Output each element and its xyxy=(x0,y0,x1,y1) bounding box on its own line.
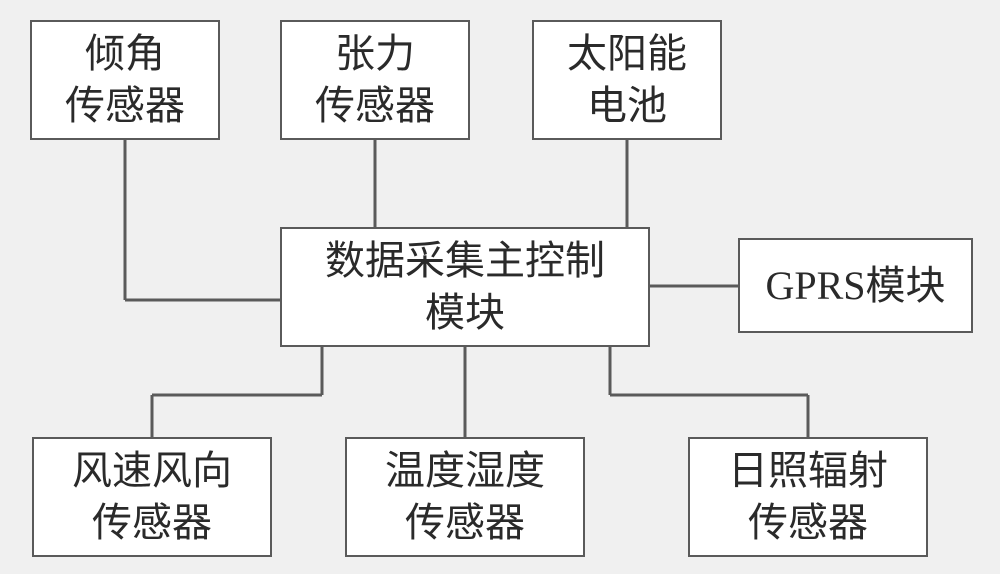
diagram-canvas: 倾角 传感器 张力 传感器 太阳能 电池 数据采集主控制 模块 GPRS模块 风… xyxy=(0,0,1000,574)
node-label: 张力 传感器 xyxy=(315,28,435,132)
node-sun-radiation-sensor: 日照辐射 传感器 xyxy=(688,437,928,557)
node-label: 数据采集主控制 模块 xyxy=(325,235,605,339)
node-tilt-sensor: 倾角 传感器 xyxy=(30,20,220,140)
node-gprs-module: GPRS模块 xyxy=(738,238,973,333)
node-temp-humid-sensor: 温度湿度 传感器 xyxy=(345,437,585,557)
node-label: 风速风向 传感器 xyxy=(72,445,232,549)
node-label: GPRS模块 xyxy=(765,260,945,312)
node-label: 太阳能 电池 xyxy=(567,28,687,132)
node-main-controller: 数据采集主控制 模块 xyxy=(280,227,650,347)
node-label: 温度湿度 传感器 xyxy=(385,445,545,549)
node-label: 日照辐射 传感器 xyxy=(728,445,888,549)
node-solar-battery: 太阳能 电池 xyxy=(532,20,722,140)
node-label: 倾角 传感器 xyxy=(65,28,185,132)
node-tension-sensor: 张力 传感器 xyxy=(280,20,470,140)
node-wind-sensor: 风速风向 传感器 xyxy=(32,437,272,557)
